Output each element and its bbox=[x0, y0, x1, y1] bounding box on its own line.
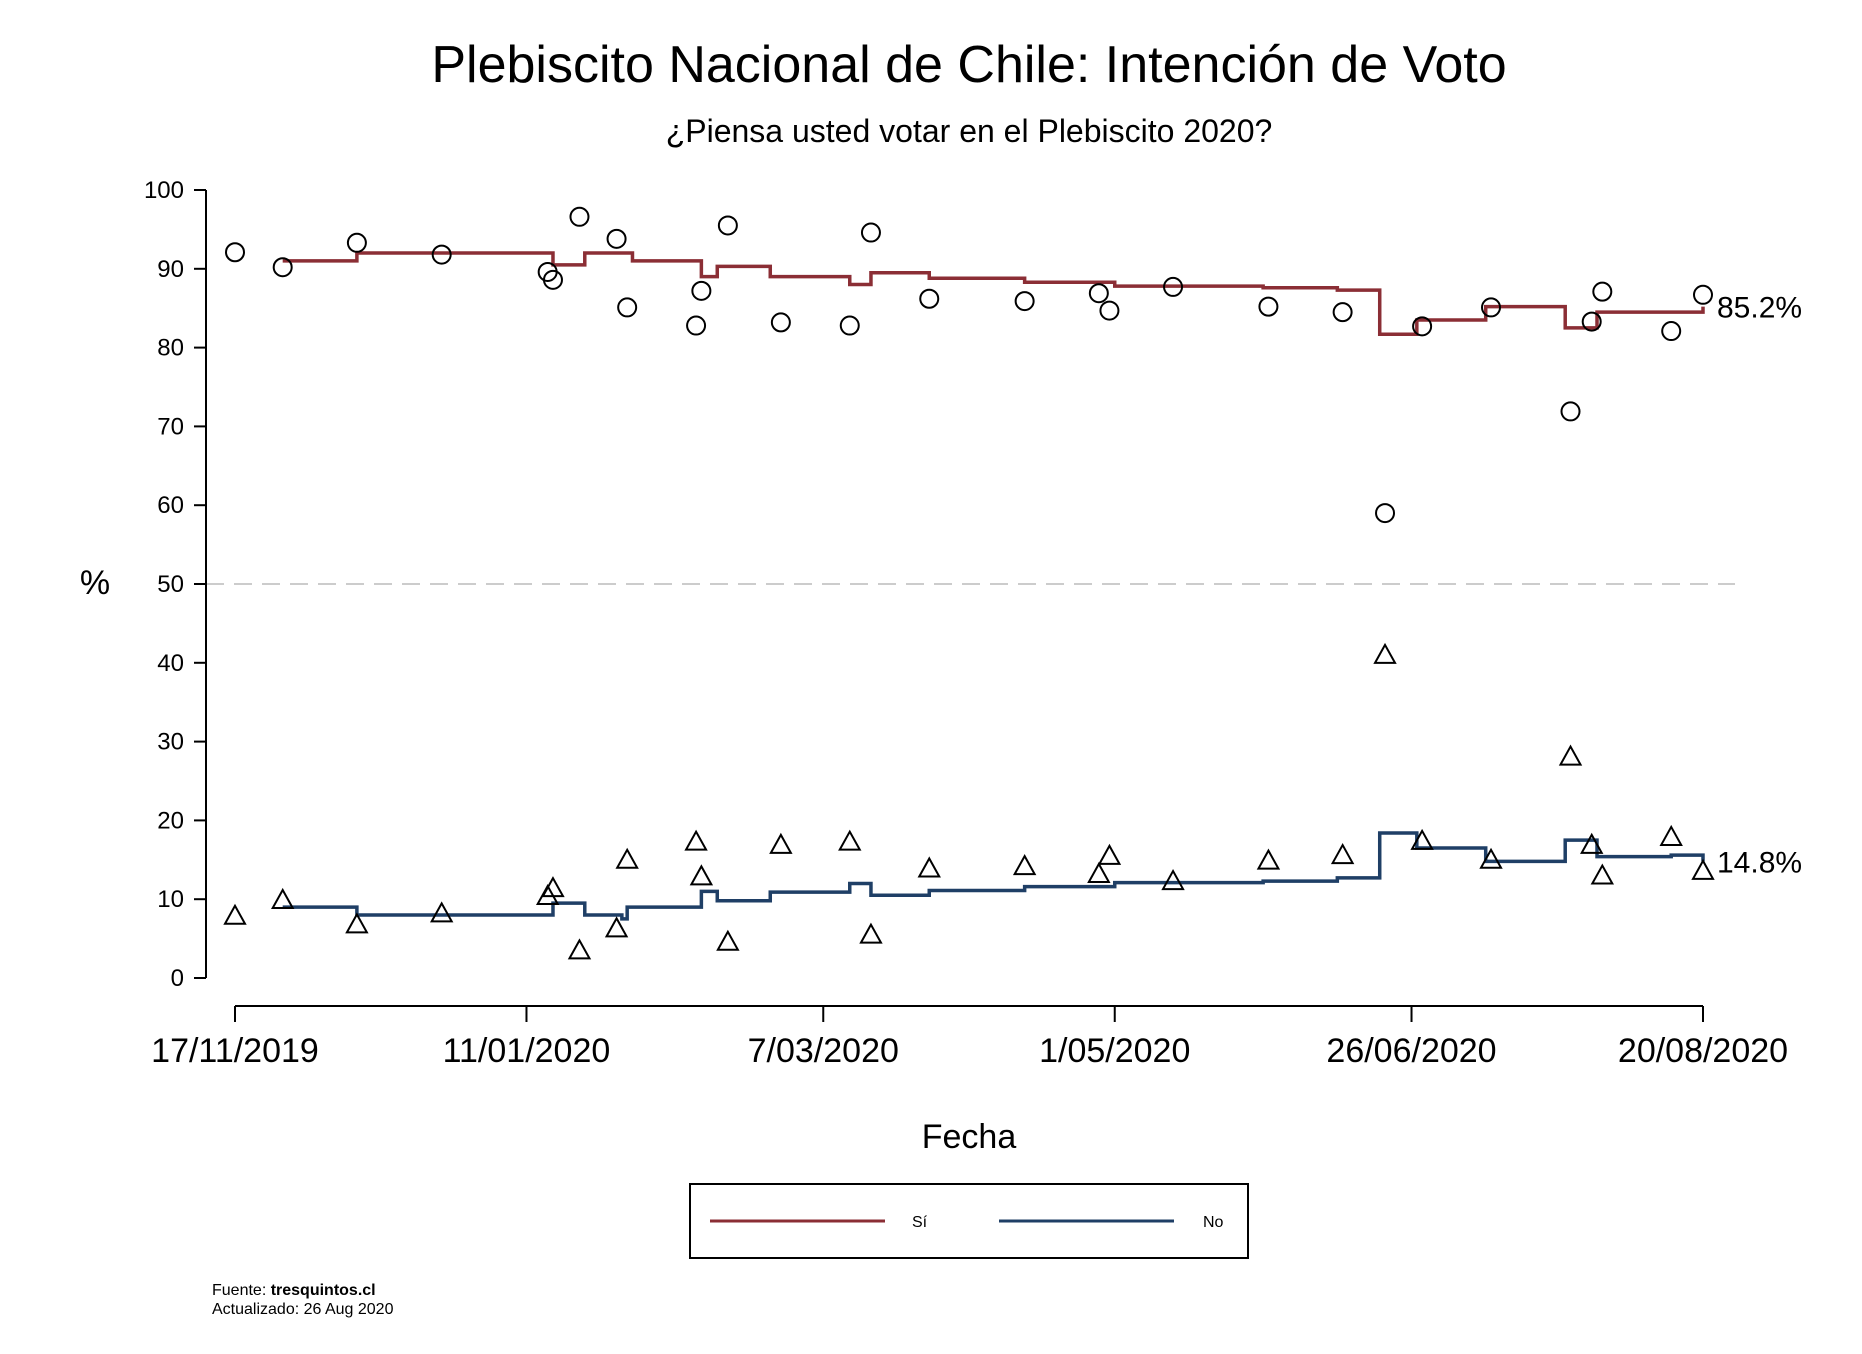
chart-title: Plebiscito Nacional de Chile: Intención … bbox=[431, 36, 1506, 94]
poll-point-no-18 bbox=[1097, 843, 1122, 865]
x-tick-label-2: 7/03/2020 bbox=[748, 1032, 899, 1070]
poll-point-no-9 bbox=[684, 829, 708, 851]
poll-point-si-0 bbox=[225, 242, 245, 263]
x-tick-label-3: 1/05/2020 bbox=[1039, 1032, 1190, 1070]
poll-point-si-24 bbox=[1481, 297, 1502, 318]
poll-point-si-23 bbox=[1412, 316, 1433, 337]
poll-point-si-9 bbox=[686, 315, 707, 336]
poll-point-si-25 bbox=[1560, 401, 1581, 422]
poll-point-no-19 bbox=[1161, 869, 1185, 891]
poll-point-no-11 bbox=[716, 929, 740, 951]
footer-note: Fuente: tresquintos.cl Actualizado: 26 A… bbox=[212, 1282, 394, 1318]
y-tick-label-10: 10 bbox=[157, 886, 184, 913]
poll-point-si-28 bbox=[1661, 321, 1682, 342]
poll-point-si-1 bbox=[272, 257, 293, 278]
poll-point-no-0 bbox=[223, 903, 247, 925]
poll-point-no-8 bbox=[615, 847, 639, 869]
poll-point-no-26 bbox=[1580, 832, 1604, 854]
poll-point-no-23 bbox=[1410, 828, 1434, 850]
series-line-si bbox=[282, 251, 1705, 336]
poll-point-no-20 bbox=[1256, 848, 1281, 870]
poll-point-no-3 bbox=[429, 901, 454, 923]
poll-point-si-22 bbox=[1375, 503, 1396, 524]
poll-point-si-8 bbox=[617, 297, 638, 318]
poll-point-no-22 bbox=[1373, 642, 1397, 664]
poll-point-no-24 bbox=[1479, 847, 1503, 869]
y-tick-label-100: 100 bbox=[144, 177, 184, 204]
y-tick-label-50: 50 bbox=[157, 571, 184, 598]
poll-point-no-28 bbox=[1659, 824, 1683, 846]
x-tick-label-4: 26/06/2020 bbox=[1326, 1032, 1496, 1070]
y-tick-label-0: 0 bbox=[171, 965, 184, 992]
y-tick-label-60: 60 bbox=[157, 492, 184, 519]
poll-point-si-27 bbox=[1592, 281, 1613, 302]
poll-point-si-21 bbox=[1332, 302, 1353, 323]
end-label-no: 14.8% bbox=[1717, 846, 1802, 879]
y-tick-label-40: 40 bbox=[157, 650, 184, 677]
x-axis-title: Fecha bbox=[922, 1118, 1017, 1156]
plot-area: 0 10 20 30 40 50 60 70 80 90 100 17/11/2019 11/01/20… bbox=[144, 177, 1802, 1070]
y-tick-label-30: 30 bbox=[157, 729, 184, 756]
y-tick-label-80: 80 bbox=[157, 335, 184, 362]
poll-point-no-2 bbox=[345, 912, 369, 934]
source-name: tresquintos.cl bbox=[271, 1282, 376, 1299]
x-tick-label-1: 11/01/2020 bbox=[443, 1032, 611, 1070]
poll-point-si-5 bbox=[542, 269, 563, 290]
poll-point-si-11 bbox=[717, 215, 738, 236]
source-note: Fuente: tresquintos.cl bbox=[212, 1282, 376, 1299]
poll-point-no-7 bbox=[604, 916, 629, 938]
y-tick-label-20: 20 bbox=[157, 807, 184, 834]
poll-point-no-21 bbox=[1330, 843, 1355, 865]
poll-point-no-14 bbox=[859, 922, 883, 944]
poll-point-no-13 bbox=[838, 829, 862, 851]
poll-point-si-2 bbox=[346, 232, 367, 253]
poll-point-si-6 bbox=[569, 206, 590, 227]
y-axis-title: % bbox=[80, 564, 110, 602]
poll-point-si-20 bbox=[1258, 296, 1279, 317]
poll-point-no-6 bbox=[567, 938, 592, 960]
poll-point-no-12 bbox=[769, 832, 793, 854]
source-prefix: Fuente: bbox=[212, 1282, 271, 1299]
poll-point-no-29 bbox=[1691, 858, 1715, 880]
legend-box bbox=[689, 1183, 1249, 1259]
x-tick-label-5: 20/08/2020 bbox=[1618, 1032, 1788, 1070]
poll-point-no-10 bbox=[689, 864, 714, 886]
legend: Sí No bbox=[689, 1183, 1249, 1259]
poll-point-si-7 bbox=[606, 228, 627, 249]
poll-point-no-25 bbox=[1558, 744, 1583, 766]
poll-point-no-16 bbox=[1012, 854, 1037, 876]
poll-point-si-18 bbox=[1099, 300, 1120, 321]
legend-label-si: Sí bbox=[912, 1214, 928, 1231]
y-tick-label-90: 90 bbox=[157, 256, 184, 283]
poll-point-si-16 bbox=[1014, 291, 1035, 312]
end-label-si: 85.2% bbox=[1717, 292, 1802, 325]
series-line-no bbox=[282, 831, 1705, 921]
x-tick-label-0: 17/11/2019 bbox=[151, 1032, 319, 1070]
poll-point-si-12 bbox=[770, 312, 791, 333]
poll-point-si-3 bbox=[431, 244, 452, 265]
poll-point-no-15 bbox=[917, 856, 941, 878]
poll-point-si-14 bbox=[860, 222, 881, 243]
poll-point-si-17 bbox=[1088, 283, 1109, 304]
poll-point-no-1 bbox=[270, 887, 295, 909]
poll-point-no-5 bbox=[541, 876, 565, 898]
poll-point-si-29 bbox=[1693, 284, 1713, 305]
poll-point-no-17 bbox=[1087, 861, 1111, 883]
legend-label-no: No bbox=[1203, 1214, 1224, 1231]
updated-note: Actualizado: 26 Aug 2020 bbox=[212, 1301, 394, 1318]
chart-subtitle: ¿Piensa usted votar en el Plebiscito 202… bbox=[666, 113, 1273, 149]
poll-point-si-13 bbox=[839, 315, 860, 336]
poll-point-si-19 bbox=[1163, 276, 1184, 297]
poll-point-si-15 bbox=[919, 288, 940, 309]
poll-point-no-27 bbox=[1590, 863, 1615, 885]
poll-point-si-26 bbox=[1581, 311, 1602, 332]
poll-point-si-10 bbox=[691, 280, 712, 301]
y-tick-label-70: 70 bbox=[157, 413, 184, 440]
